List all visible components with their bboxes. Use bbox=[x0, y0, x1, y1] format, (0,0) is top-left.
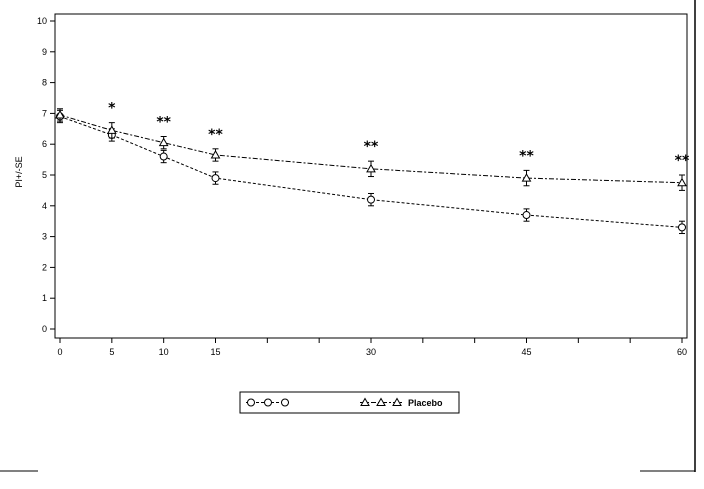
triangle-marker bbox=[392, 397, 402, 406]
x-tick-label: 45 bbox=[521, 347, 531, 357]
circle-marker bbox=[159, 152, 168, 161]
significance-marker: ** bbox=[519, 148, 534, 164]
x-tick-label: 0 bbox=[57, 347, 62, 357]
y-tick-label: 5 bbox=[42, 170, 47, 180]
circle-marker bbox=[678, 223, 686, 232]
triangle-marker bbox=[106, 125, 117, 134]
significance-marker: ** bbox=[156, 115, 171, 131]
x-tick-label: 10 bbox=[159, 347, 169, 357]
y-tick-label: 3 bbox=[42, 232, 47, 242]
circle-marker bbox=[281, 398, 289, 407]
triangle-marker bbox=[360, 397, 370, 406]
x-tick-label: 5 bbox=[109, 347, 114, 357]
triangle-marker bbox=[677, 177, 687, 187]
circle-marker bbox=[264, 398, 272, 407]
x-tick-label: 60 bbox=[677, 347, 687, 357]
legend-label: Placebo bbox=[408, 398, 443, 408]
y-tick-label: 4 bbox=[42, 201, 47, 211]
circle-marker bbox=[367, 195, 375, 204]
significance-marker: * bbox=[108, 101, 116, 117]
circle-marker bbox=[247, 398, 255, 407]
triangle-marker bbox=[521, 173, 532, 182]
circle-marker bbox=[522, 211, 531, 220]
x-tick-label: 30 bbox=[366, 347, 376, 357]
series-triangle bbox=[55, 108, 687, 191]
y-tick-label: 10 bbox=[37, 16, 47, 26]
legend-entry bbox=[246, 398, 290, 407]
triangle-marker bbox=[376, 397, 386, 406]
y-tick-label: 0 bbox=[42, 324, 47, 334]
triangle-marker bbox=[55, 109, 65, 119]
circle-marker bbox=[211, 174, 220, 183]
significance-marker: ** bbox=[675, 153, 690, 169]
significance-marker: ** bbox=[208, 127, 223, 143]
legend-box bbox=[239, 391, 460, 414]
triangle-marker bbox=[366, 163, 376, 173]
y-tick-label: 9 bbox=[42, 47, 47, 57]
triangle-marker bbox=[158, 137, 169, 147]
y-axis-label: PI+/-SE bbox=[14, 156, 24, 187]
triangle-marker bbox=[210, 149, 221, 159]
y-tick-label: 8 bbox=[42, 78, 47, 88]
legend-entry: Placebo bbox=[360, 397, 443, 408]
y-tick-label: 1 bbox=[42, 293, 47, 303]
y-tick-label: 7 bbox=[42, 108, 47, 118]
y-tick-label: 6 bbox=[42, 139, 47, 149]
x-tick-label: 15 bbox=[210, 347, 220, 357]
significance-marker: ** bbox=[364, 139, 379, 155]
y-tick-label: 2 bbox=[42, 262, 47, 272]
